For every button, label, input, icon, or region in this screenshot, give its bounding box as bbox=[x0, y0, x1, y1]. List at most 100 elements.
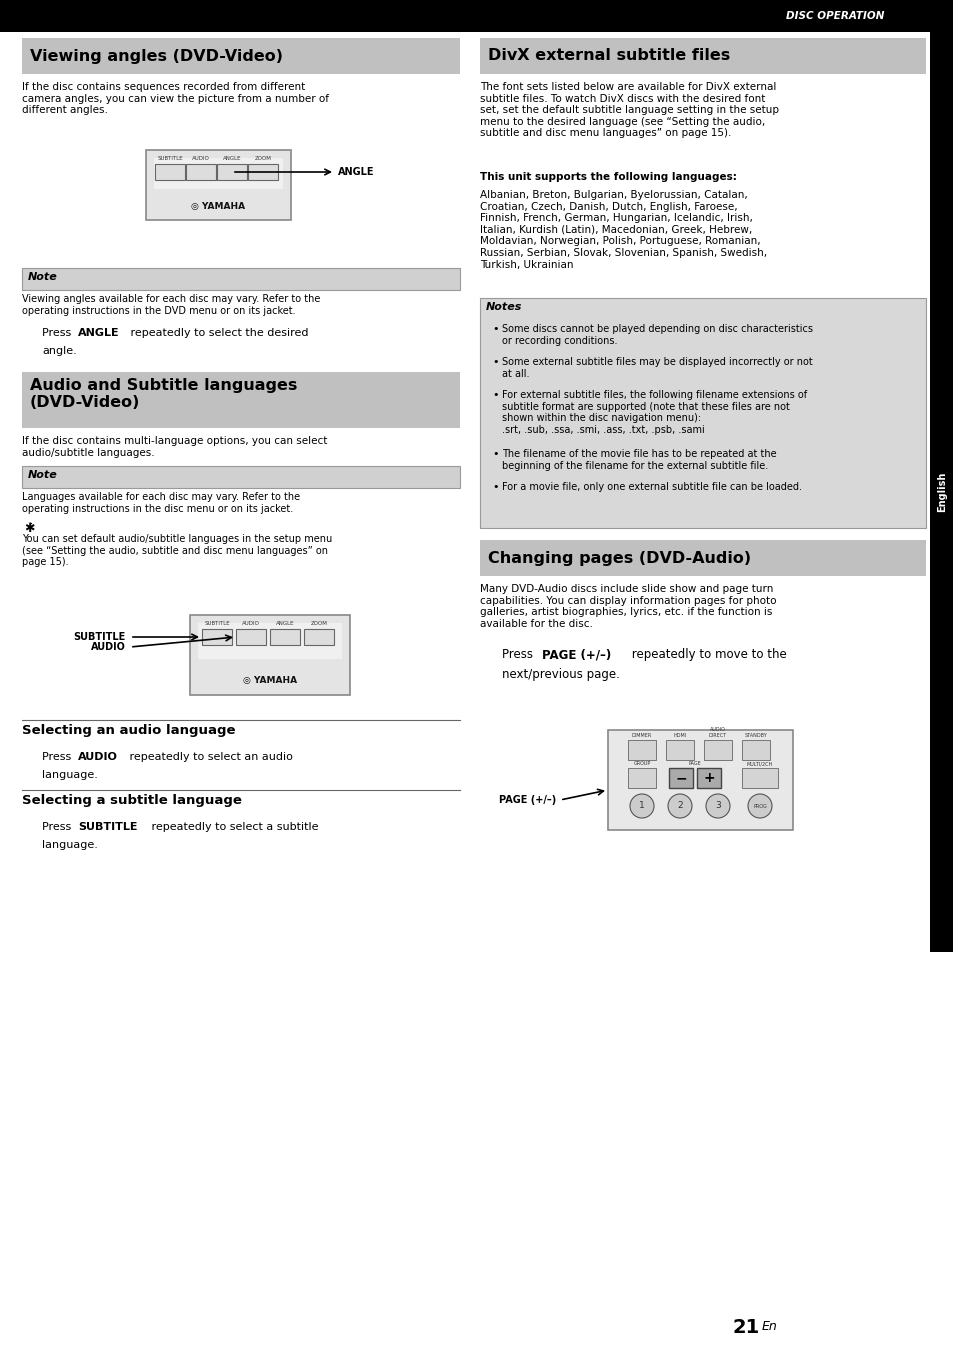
Text: En: En bbox=[761, 1320, 777, 1333]
Text: ANGLE: ANGLE bbox=[78, 328, 119, 338]
Text: DivX external subtitle files: DivX external subtitle files bbox=[488, 49, 729, 63]
Text: This unit supports the following languages:: This unit supports the following languag… bbox=[479, 173, 736, 182]
Text: PROG: PROG bbox=[752, 803, 766, 809]
Text: If the disc contains multi-language options, you can select
audio/subtitle langu: If the disc contains multi-language opti… bbox=[22, 435, 327, 457]
Text: AUDIO: AUDIO bbox=[78, 752, 118, 762]
Text: repeatedly to select the desired: repeatedly to select the desired bbox=[127, 328, 308, 338]
Text: DISC OPERATION: DISC OPERATION bbox=[785, 11, 883, 22]
Text: SUBTITLE: SUBTITLE bbox=[157, 156, 183, 160]
Bar bbox=[22, 372, 459, 429]
Bar bbox=[154, 164, 185, 181]
Text: SUBTITLE: SUBTITLE bbox=[73, 632, 126, 642]
Text: Notes: Notes bbox=[485, 302, 522, 311]
Text: •: • bbox=[492, 483, 498, 492]
Text: PAGE: PAGE bbox=[688, 762, 700, 766]
Bar bbox=[153, 158, 283, 189]
Text: next/previous page.: next/previous page. bbox=[501, 669, 619, 681]
Bar bbox=[146, 150, 291, 220]
Text: Audio and Subtitle languages
(DVD-Video): Audio and Subtitle languages (DVD-Video) bbox=[30, 377, 297, 410]
Text: Press: Press bbox=[42, 822, 74, 832]
Bar bbox=[304, 630, 334, 644]
Text: Languages available for each disc may vary. Refer to the
operating instructions : Languages available for each disc may va… bbox=[22, 492, 300, 514]
Bar bbox=[248, 164, 277, 181]
Text: Note: Note bbox=[28, 470, 58, 480]
Text: AUDIO
DIRECT: AUDIO DIRECT bbox=[708, 727, 726, 737]
Bar bbox=[186, 164, 215, 181]
Text: language.: language. bbox=[42, 770, 98, 780]
Text: repeatedly to select a subtitle: repeatedly to select a subtitle bbox=[148, 822, 318, 832]
Text: −: − bbox=[675, 771, 686, 785]
Text: SUBTITLE: SUBTITLE bbox=[204, 621, 230, 625]
Text: For a movie file, only one external subtitle file can be loaded.: For a movie file, only one external subt… bbox=[501, 483, 801, 492]
Text: ◎ YAMAHA: ◎ YAMAHA bbox=[243, 677, 296, 686]
Text: Albanian, Breton, Bulgarian, Byelorussian, Catalan,
Croatian, Czech, Danish, Dut: Albanian, Breton, Bulgarian, Byelorussia… bbox=[479, 190, 766, 270]
Text: SUBTITLE: SUBTITLE bbox=[78, 822, 137, 832]
Text: HDMI: HDMI bbox=[673, 733, 686, 737]
Text: You can set default audio/subtitle languages in the setup menu
(see “Setting the: You can set default audio/subtitle langu… bbox=[22, 534, 332, 568]
Text: AUDIO: AUDIO bbox=[91, 642, 126, 652]
Text: 21: 21 bbox=[732, 1318, 760, 1337]
Circle shape bbox=[629, 794, 654, 818]
Text: MULTI/2CH: MULTI/2CH bbox=[746, 762, 772, 766]
Text: AUDIO: AUDIO bbox=[242, 621, 259, 625]
Bar bbox=[22, 38, 459, 74]
Text: For external subtitle files, the following filename extensions of
subtitle forma: For external subtitle files, the followi… bbox=[501, 390, 806, 435]
Text: angle.: angle. bbox=[42, 346, 76, 356]
Text: ✱̇: ✱̇ bbox=[24, 522, 34, 535]
Text: ANGLE: ANGLE bbox=[275, 621, 294, 625]
Text: •: • bbox=[492, 390, 498, 400]
Text: Press: Press bbox=[42, 328, 74, 338]
Text: The font sets listed below are available for DivX external
subtitle files. To wa: The font sets listed below are available… bbox=[479, 82, 779, 139]
Bar bbox=[627, 768, 656, 789]
Text: ◎ YAMAHA: ◎ YAMAHA bbox=[191, 201, 245, 210]
Bar bbox=[703, 740, 731, 760]
Bar bbox=[479, 298, 925, 528]
Text: 1: 1 bbox=[639, 802, 644, 810]
Text: ZOOM: ZOOM bbox=[311, 621, 327, 625]
Text: ANGLE: ANGLE bbox=[337, 167, 375, 177]
Text: Note: Note bbox=[28, 272, 58, 282]
Bar bbox=[607, 731, 792, 830]
Text: 2: 2 bbox=[677, 802, 682, 810]
Text: The filename of the movie file has to be repeated at the
beginning of the filena: The filename of the movie file has to be… bbox=[501, 449, 776, 470]
Text: Some discs cannot be played depending on disc characteristics
or recording condi: Some discs cannot be played depending on… bbox=[501, 324, 812, 345]
Bar bbox=[216, 164, 247, 181]
Text: Selecting an audio language: Selecting an audio language bbox=[22, 724, 235, 737]
Text: ANGLE: ANGLE bbox=[222, 156, 241, 160]
Bar bbox=[0, 0, 953, 32]
Text: 3: 3 bbox=[715, 802, 720, 810]
Bar bbox=[929, 32, 953, 952]
Text: DIMMER: DIMMER bbox=[631, 733, 652, 737]
Text: Selecting a subtitle language: Selecting a subtitle language bbox=[22, 794, 242, 807]
Text: English: English bbox=[936, 472, 946, 512]
Text: PAGE (+/–): PAGE (+/–) bbox=[541, 648, 611, 661]
Text: Changing pages (DVD-Audio): Changing pages (DVD-Audio) bbox=[488, 550, 750, 566]
Circle shape bbox=[705, 794, 729, 818]
Bar bbox=[668, 768, 692, 789]
Bar bbox=[665, 740, 693, 760]
Bar bbox=[198, 623, 341, 659]
Bar bbox=[697, 768, 720, 789]
Bar bbox=[741, 768, 778, 789]
Bar bbox=[270, 630, 299, 644]
Text: AUDIO: AUDIO bbox=[192, 156, 210, 160]
Text: PAGE (+/–): PAGE (+/–) bbox=[498, 795, 556, 805]
Text: If the disc contains sequences recorded from different
camera angles, you can vi: If the disc contains sequences recorded … bbox=[22, 82, 329, 115]
Bar bbox=[479, 38, 925, 74]
Text: Many DVD-Audio discs include slide show and page turn
capabilities. You can disp: Many DVD-Audio discs include slide show … bbox=[479, 584, 776, 628]
Bar bbox=[202, 630, 232, 644]
Text: STANDBY: STANDBY bbox=[744, 733, 766, 737]
Text: language.: language. bbox=[42, 840, 98, 851]
Text: GROUP: GROUP bbox=[633, 762, 650, 766]
Text: •: • bbox=[492, 449, 498, 460]
Text: Press: Press bbox=[42, 752, 74, 762]
Text: ZOOM: ZOOM bbox=[254, 156, 272, 160]
Text: repeatedly to select an audio: repeatedly to select an audio bbox=[126, 752, 293, 762]
Bar bbox=[479, 541, 925, 576]
Text: Some external subtitle files may be displayed incorrectly or not
at all.: Some external subtitle files may be disp… bbox=[501, 357, 812, 379]
Bar bbox=[627, 740, 656, 760]
Text: Press: Press bbox=[501, 648, 537, 661]
Text: •: • bbox=[492, 357, 498, 367]
Bar bbox=[190, 615, 350, 696]
Text: Viewing angles (DVD-Video): Viewing angles (DVD-Video) bbox=[30, 49, 283, 63]
